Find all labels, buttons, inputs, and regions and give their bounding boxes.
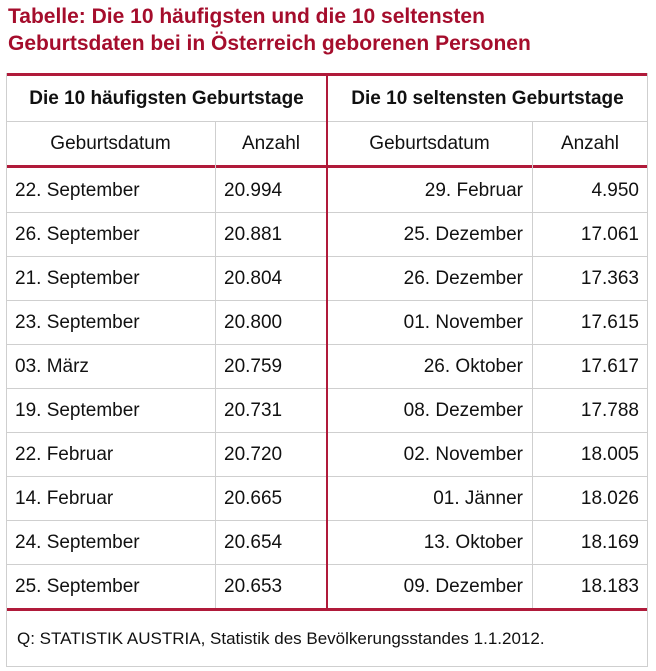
title-line: Tabelle: Die 10 häufigsten und die 10 se… xyxy=(8,5,485,28)
h-rule xyxy=(6,608,648,611)
cell: 01. Jänner xyxy=(433,488,523,509)
title-line: Geburtsdaten bei in Österreich geborenen… xyxy=(8,32,531,55)
cell: 18.005 xyxy=(580,444,639,465)
h-rule xyxy=(6,666,648,667)
cell: 25. September xyxy=(15,576,140,597)
cell: 26. September xyxy=(15,224,140,245)
cell: 17.617 xyxy=(580,356,639,377)
cell: 22. September xyxy=(15,180,140,201)
cell: 14. Februar xyxy=(15,488,114,509)
cell: 17.363 xyxy=(580,268,639,289)
cell: 18.169 xyxy=(580,532,639,553)
v-rule xyxy=(647,73,648,667)
cell: 23. September xyxy=(15,312,140,333)
v-rule xyxy=(532,121,533,608)
source-note: Q: STATISTIK AUSTRIA, Statistik des Bevö… xyxy=(17,628,545,648)
cell: 20.759 xyxy=(224,356,283,377)
cell: 21. September xyxy=(15,268,140,289)
cell: 25. Dezember xyxy=(403,224,523,245)
cell: 22. Februar xyxy=(15,444,114,465)
cell: 08. Dezember xyxy=(403,400,523,421)
cell: 18.026 xyxy=(580,488,639,509)
cell: 29. Februar xyxy=(424,180,523,201)
cell: 20.994 xyxy=(224,180,283,201)
cell: 4.950 xyxy=(591,180,639,201)
cell: 01. November xyxy=(403,312,523,333)
cell: 20.665 xyxy=(224,488,283,509)
column-header: Anzahl xyxy=(241,132,301,154)
column-header: Geburtsdatum xyxy=(369,132,490,154)
group-header: Die 10 häufigsten Geburtstage xyxy=(29,87,304,109)
cell: 20.731 xyxy=(224,400,283,421)
cell: 03. März xyxy=(15,356,89,377)
cell: 20.720 xyxy=(224,444,283,465)
v-rule xyxy=(326,73,328,608)
cell: 26. Oktober xyxy=(423,356,523,377)
column-header: Geburtsdatum xyxy=(50,132,171,154)
cell: 19. September xyxy=(15,400,140,421)
cell: 17.061 xyxy=(580,224,639,245)
cell: 20.804 xyxy=(224,268,283,289)
group-header: Die 10 seltensten Geburtstage xyxy=(351,87,624,109)
cell: 20.653 xyxy=(224,576,283,597)
v-rule xyxy=(215,121,216,608)
cell: 24. September xyxy=(15,532,140,553)
cell: 18.183 xyxy=(580,576,639,597)
cell: 02. November xyxy=(403,444,523,465)
cell: 09. Dezember xyxy=(403,576,523,597)
cell: 20.881 xyxy=(224,224,283,245)
cell: 20.800 xyxy=(224,312,283,333)
cell: 20.654 xyxy=(224,532,283,553)
cell: 17.615 xyxy=(580,312,639,333)
cell: 13. Oktober xyxy=(423,532,523,553)
cell: 26. Dezember xyxy=(403,268,523,289)
v-rule xyxy=(6,73,7,667)
cell: 17.788 xyxy=(580,400,639,421)
column-header: Anzahl xyxy=(560,132,620,154)
